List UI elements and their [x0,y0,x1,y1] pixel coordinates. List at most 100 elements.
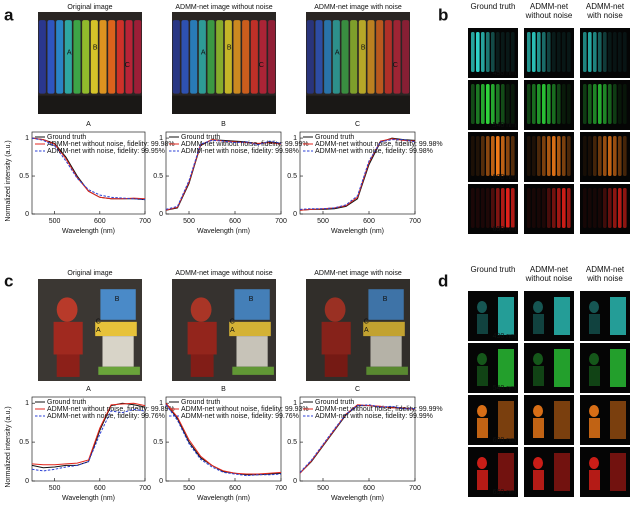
series-line [299,138,416,211]
panel-label: c [4,271,13,290]
channel-blob [589,457,599,469]
legend-label: ADMM-net with noise, fidelity: 99.76% [181,413,299,420]
crayon [116,20,124,94]
point-label: A [201,50,206,57]
toy [363,321,405,337]
channel-stripe [593,136,597,176]
series-line [299,139,416,210]
point-label: A [364,327,369,334]
channel-blob [477,314,488,334]
channel-blob [477,353,487,365]
panel-label: a [4,5,14,24]
x-tick-label: 600 [363,218,375,225]
channel-stripe [567,84,571,124]
point-label: B [383,296,388,303]
y-tick-label: 1 [293,400,297,407]
plot-frame [31,396,146,482]
crayon [216,20,224,94]
crayon [190,20,198,94]
point-label: B [115,296,120,303]
channel-stripe [567,136,571,176]
channel-stripe [481,84,485,124]
channel-image [580,184,630,234]
crayon [207,20,215,94]
channel-stripe [557,32,561,72]
channel-stripe [471,136,475,176]
y-tick-label: 0 [293,211,297,218]
series-line [165,139,282,210]
y-tick-label: 0 [293,478,297,485]
plot-frame [165,131,282,215]
channel-stripe [527,84,531,124]
legend-label: ADMM-net without noise, fidelity: 99.98% [47,141,175,148]
legend-label: ADMM-net without noise, fidelity: 99.99% [181,141,309,148]
toy [366,366,408,375]
channel-blob [477,457,487,469]
channel-stripe [583,136,587,176]
channel-label: 540 nm [493,122,517,129]
channel-blob [498,297,514,335]
x-axis-label: Wavelength (nm) [62,495,115,502]
channel-stripe [613,136,617,176]
channel-label: 540 nm [493,385,517,392]
plot-frame [299,131,416,215]
channel-stripe [537,188,541,228]
channel-stripe [608,136,612,176]
crayon [99,20,107,94]
point-label: C [259,62,264,69]
x-axis-label: Wavelength (nm) [197,495,250,502]
column-header: Ground truth [470,265,516,274]
x-tick-label: 700 [139,218,151,225]
channel-blob [554,349,570,387]
toy [232,366,274,375]
channel-blob [477,301,487,313]
channel-blob [498,453,514,491]
channel-stripe [583,32,587,72]
channel-stripe [491,188,495,228]
channel-blob [533,470,544,490]
channel-stripe [598,84,602,124]
chart-title: C [355,386,360,393]
crayon [181,20,189,94]
channel-stripe [593,32,597,72]
x-tick-label: 700 [275,218,287,225]
crayon [259,20,267,94]
channel-image [524,184,574,234]
channel-stripe [547,84,551,124]
legend-label: Ground truth [315,134,354,141]
channel-stripe [527,32,531,72]
chart-title: A [86,121,91,128]
column-header: ADMM-net with noise [585,2,625,20]
column-header: Ground truth [470,2,516,11]
channel-stripe [471,32,475,72]
x-axis-label: Wavelength (nm) [62,228,115,235]
channel-blob [533,418,544,438]
x-tick-label: 600 [229,485,241,492]
point-label: C [230,319,235,326]
channel-blob [610,453,626,491]
crayon [332,20,340,94]
toy [321,321,351,355]
channel-stripe [542,188,546,228]
channel-stripe [542,136,546,176]
chart-title: C [355,121,360,128]
x-tick-label: 500 [317,485,329,492]
channel-stripe [562,136,566,176]
point-label: B [93,45,98,52]
channel-stripe [598,32,602,72]
y-tick-label: 0.5 [19,173,29,180]
series-line [31,137,146,200]
channel-stripe [547,32,551,72]
channel-blob [589,353,599,365]
channel-stripe [608,32,612,72]
channel-blob [477,418,488,438]
toy [236,336,268,367]
channel-stripe [501,188,505,228]
y-tick-label: 0.5 [287,439,297,446]
channel-stripe [506,188,510,228]
channel-stripe [532,84,536,124]
channel-stripe [471,188,475,228]
legend-label: Ground truth [315,399,354,406]
point-label: B [227,45,232,52]
toy [187,321,217,355]
